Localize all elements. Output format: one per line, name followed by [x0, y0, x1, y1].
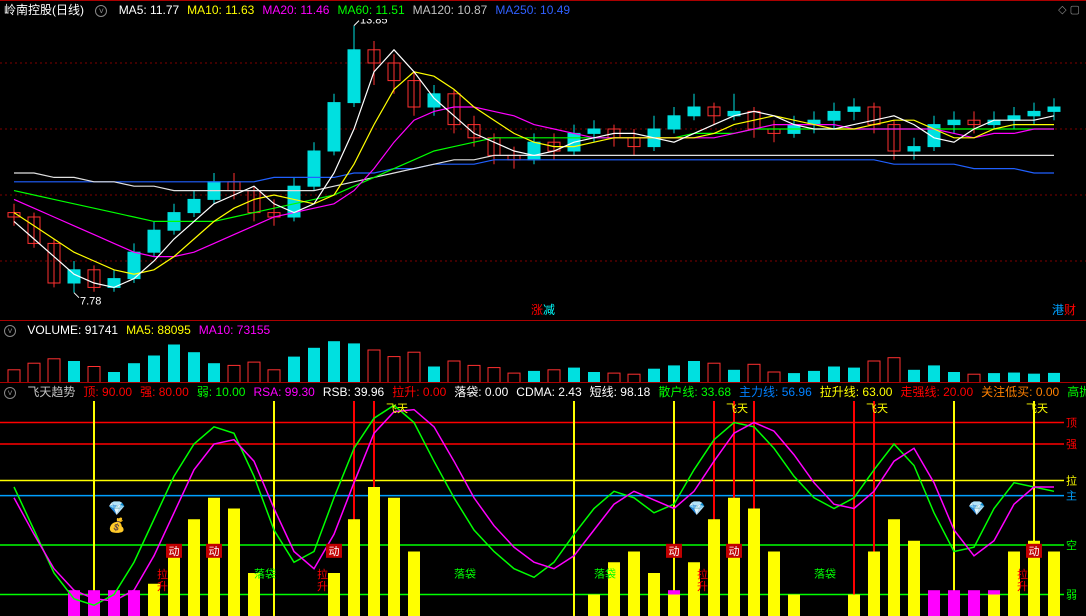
- header-item: 财: [1064, 303, 1076, 317]
- svg-text:升: 升: [157, 580, 168, 593]
- header-item: 拉升: 0.00: [392, 385, 446, 399]
- svg-text:强: 强: [1066, 439, 1077, 451]
- header-item: 散户线: 33.68: [658, 385, 731, 399]
- candlestick-chart[interactable]: 13.857.78: [0, 19, 1086, 305]
- svg-text:💎: 💎: [968, 500, 985, 516]
- expand-icon[interactable]: ˅: [4, 387, 16, 399]
- svg-text:升: 升: [697, 580, 708, 593]
- footer-tags: 涨减 港财: [0, 302, 1086, 318]
- svg-text:动: 动: [209, 545, 220, 558]
- svg-text:拉: 拉: [157, 567, 168, 581]
- svg-text:拉: 拉: [1017, 567, 1028, 581]
- svg-text:💰: 💰: [108, 517, 125, 534]
- header-item: 高抛低吸: 0.0: [1067, 385, 1086, 399]
- price-panel: 岭南控股(日线) ˅ MA5: 11.77 MA10: 11.63 MA20: 11…: [0, 0, 1086, 320]
- header-item: 涨: [531, 303, 543, 317]
- svg-text:拉: 拉: [697, 567, 708, 581]
- svg-text:落袋: 落袋: [254, 566, 276, 580]
- header-item: MA10: 11.63: [187, 3, 254, 17]
- svg-text:13.85: 13.85: [360, 19, 388, 27]
- svg-text:动: 动: [669, 545, 680, 558]
- price-header: 岭南控股(日线) ˅ MA5: 11.77 MA10: 11.63 MA20: 11…: [0, 1, 1086, 19]
- header-item: MA250: 10.49: [495, 3, 570, 17]
- header-item: 顶: 90.00: [83, 385, 132, 399]
- svg-text:动: 动: [729, 545, 740, 558]
- header-item: 弱: 10.00: [197, 385, 246, 399]
- svg-text:飞天: 飞天: [726, 403, 748, 415]
- header-item: 主力线: 56.96: [739, 385, 812, 399]
- indicator-panel: ˅ 飞天趋势顶: 90.00 强: 80.00 弱: 10.00 RSA: 99.30…: [0, 382, 1086, 615]
- volume-chart[interactable]: [0, 339, 1086, 383]
- header-item: 强: 80.00: [140, 385, 189, 399]
- header-item: MA60: 11.51: [337, 3, 404, 17]
- header-item: 走强线: 20.00: [900, 385, 973, 399]
- svg-text:💎: 💎: [688, 500, 705, 516]
- header-item: 短线: 98.18: [590, 385, 651, 399]
- header-item: MA10: 73155: [199, 323, 270, 337]
- expand-icon[interactable]: ˅: [95, 5, 107, 17]
- svg-text:动: 动: [329, 545, 340, 558]
- svg-text:弱: 弱: [1066, 589, 1077, 602]
- header-item: 减: [543, 303, 555, 317]
- header-item: 拉升线: 63.00: [820, 385, 893, 399]
- header-item: 落袋: 0.00: [454, 385, 508, 399]
- volume-header: ˅ VOLUME: 91741 MA5: 88095 MA10: 73155: [0, 321, 1086, 339]
- svg-text:动: 动: [169, 545, 180, 558]
- header-item: MA5: 88095: [126, 323, 191, 337]
- header-item: MA5: 11.77: [119, 3, 179, 17]
- header-item: MA20: 11.46: [262, 3, 329, 17]
- stock-name: 岭南控股(日线): [4, 3, 84, 17]
- indicator-header: ˅ 飞天趋势顶: 90.00 强: 80.00 弱: 10.00 RSA: 99.30…: [0, 383, 1086, 401]
- svg-text:顶: 顶: [1066, 417, 1077, 430]
- svg-text:💎: 💎: [108, 500, 125, 516]
- svg-text:飞天: 飞天: [1026, 403, 1048, 415]
- svg-text:拉: 拉: [317, 567, 328, 581]
- svg-text:飞天: 飞天: [866, 403, 888, 415]
- svg-text:主: 主: [1066, 490, 1077, 503]
- svg-text:升: 升: [1017, 580, 1028, 593]
- svg-text:升: 升: [317, 580, 328, 593]
- svg-text:落袋: 落袋: [454, 566, 476, 580]
- header-item: VOLUME: 91741: [27, 323, 118, 337]
- header-item: MA120: 10.87: [413, 3, 488, 17]
- volume-panel: ˅ VOLUME: 91741 MA5: 88095 MA10: 73155: [0, 320, 1086, 382]
- header-item: 关注低买: 0.00: [981, 385, 1059, 399]
- svg-text:落袋: 落袋: [594, 566, 616, 580]
- panel-controls[interactable]: ◇ ▢: [1058, 3, 1080, 16]
- svg-text:动: 动: [1029, 545, 1040, 558]
- indicator-chart[interactable]: 顶强拉主空弱飞天飞天飞天飞天动动动动动动落袋落袋落袋落袋拉升拉升拉升拉升💰💎💎💎: [0, 401, 1086, 616]
- header-item: RSA: 99.30: [253, 385, 314, 399]
- expand-icon[interactable]: ˅: [4, 325, 16, 337]
- header-item: 港: [1052, 303, 1064, 317]
- svg-text:空: 空: [1066, 538, 1077, 552]
- svg-text:拉: 拉: [1066, 474, 1077, 488]
- header-item: 飞天趋势: [27, 385, 75, 399]
- header-item: CDMA: 2.43: [516, 385, 581, 399]
- svg-text:落袋: 落袋: [814, 566, 836, 580]
- svg-text:飞天: 飞天: [386, 403, 408, 415]
- header-item: RSB: 39.96: [323, 385, 384, 399]
